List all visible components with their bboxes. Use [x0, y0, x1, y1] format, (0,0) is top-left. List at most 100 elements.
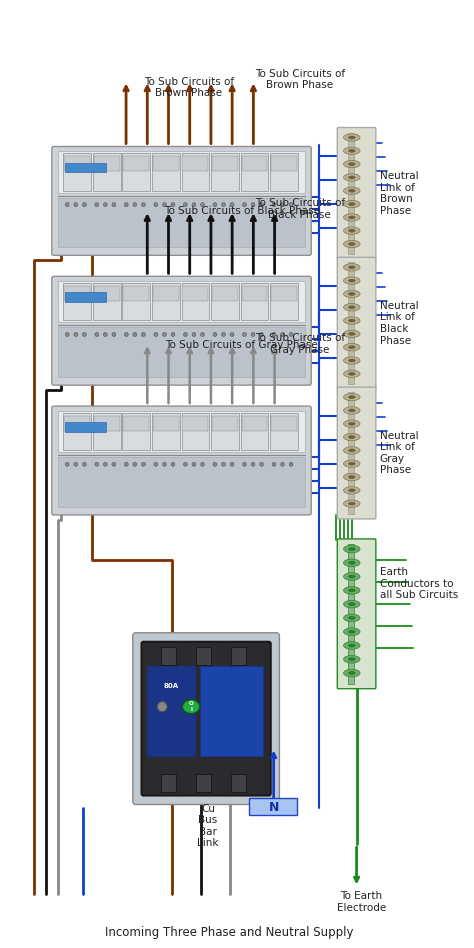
Ellipse shape — [230, 203, 234, 207]
Ellipse shape — [344, 559, 360, 567]
Bar — [123, 416, 149, 431]
Ellipse shape — [213, 203, 217, 207]
Ellipse shape — [133, 203, 137, 207]
Ellipse shape — [344, 303, 360, 311]
Bar — [152, 283, 180, 320]
Ellipse shape — [344, 614, 360, 622]
Text: To Sub Circuits of
Black Phase: To Sub Circuits of Black Phase — [255, 198, 345, 220]
Ellipse shape — [272, 203, 276, 207]
Ellipse shape — [65, 333, 69, 337]
Ellipse shape — [65, 463, 69, 466]
Ellipse shape — [192, 463, 196, 466]
Ellipse shape — [344, 486, 360, 494]
Ellipse shape — [348, 333, 355, 336]
Ellipse shape — [344, 460, 360, 467]
Ellipse shape — [344, 545, 360, 553]
Ellipse shape — [344, 573, 360, 580]
Bar — [211, 154, 239, 191]
Ellipse shape — [251, 333, 255, 337]
Text: Incoming Three Phase and Neutral Supply: Incoming Three Phase and Neutral Supply — [105, 926, 354, 939]
FancyBboxPatch shape — [337, 538, 376, 688]
Ellipse shape — [183, 203, 187, 207]
Bar — [196, 647, 211, 665]
Bar — [182, 156, 208, 172]
FancyBboxPatch shape — [337, 128, 376, 260]
Ellipse shape — [82, 203, 86, 207]
Ellipse shape — [348, 449, 355, 452]
Ellipse shape — [348, 293, 355, 296]
Ellipse shape — [344, 669, 360, 677]
Bar — [152, 413, 180, 450]
Text: To Sub Circuits of
Brown Phase: To Sub Circuits of Brown Phase — [255, 68, 345, 90]
Ellipse shape — [344, 290, 360, 298]
Bar — [242, 286, 267, 301]
Bar — [58, 197, 305, 247]
Ellipse shape — [95, 463, 99, 466]
Ellipse shape — [95, 333, 99, 337]
Bar — [182, 154, 209, 191]
Bar — [153, 416, 179, 431]
Ellipse shape — [348, 190, 355, 192]
Ellipse shape — [243, 203, 246, 207]
Ellipse shape — [344, 330, 360, 337]
Bar — [348, 392, 354, 514]
Bar — [271, 416, 297, 431]
Ellipse shape — [348, 435, 355, 439]
Ellipse shape — [163, 463, 166, 466]
Ellipse shape — [344, 241, 360, 247]
Ellipse shape — [74, 463, 78, 466]
Ellipse shape — [348, 176, 355, 179]
Ellipse shape — [154, 463, 158, 466]
Bar — [212, 286, 237, 301]
Bar — [64, 416, 90, 431]
Ellipse shape — [154, 333, 158, 337]
Ellipse shape — [344, 420, 360, 428]
Ellipse shape — [344, 264, 360, 271]
Bar — [241, 283, 268, 320]
Ellipse shape — [192, 333, 196, 337]
Bar — [93, 283, 120, 320]
Ellipse shape — [260, 203, 264, 207]
Bar — [123, 286, 149, 301]
Bar — [270, 154, 298, 191]
Ellipse shape — [124, 463, 128, 466]
Ellipse shape — [344, 173, 360, 181]
Bar — [348, 263, 354, 384]
Ellipse shape — [344, 473, 360, 481]
Ellipse shape — [230, 333, 234, 337]
Ellipse shape — [74, 203, 78, 207]
Bar — [182, 413, 209, 450]
Text: Cu
Bus
Bar
Link: Cu Bus Bar Link — [197, 804, 219, 848]
Ellipse shape — [251, 203, 255, 207]
Bar — [212, 156, 237, 172]
Ellipse shape — [348, 265, 355, 269]
Ellipse shape — [344, 200, 360, 208]
Bar — [153, 286, 179, 301]
Ellipse shape — [344, 407, 360, 414]
Bar — [211, 283, 239, 320]
Bar — [211, 413, 239, 450]
Bar — [248, 797, 297, 815]
Ellipse shape — [171, 333, 175, 337]
Bar — [58, 457, 305, 507]
Ellipse shape — [344, 447, 360, 454]
FancyBboxPatch shape — [142, 642, 271, 795]
Ellipse shape — [348, 409, 355, 411]
Ellipse shape — [112, 333, 116, 337]
Ellipse shape — [348, 395, 355, 398]
Ellipse shape — [348, 163, 355, 166]
Bar — [161, 647, 176, 665]
Bar — [122, 283, 150, 320]
Text: O
I: O I — [189, 702, 193, 712]
Ellipse shape — [183, 463, 187, 466]
Bar — [200, 666, 263, 757]
Text: Neutral
Link of
Brown
Phase: Neutral Link of Brown Phase — [380, 171, 419, 216]
Bar — [58, 411, 305, 452]
Ellipse shape — [163, 203, 166, 207]
Ellipse shape — [213, 463, 217, 466]
Ellipse shape — [344, 277, 360, 284]
Bar — [94, 156, 119, 172]
Bar — [270, 413, 298, 450]
Ellipse shape — [221, 463, 226, 466]
Ellipse shape — [348, 630, 355, 633]
